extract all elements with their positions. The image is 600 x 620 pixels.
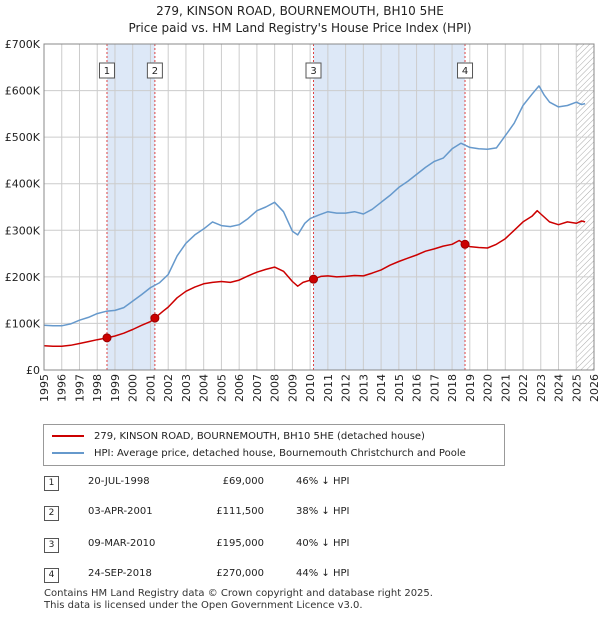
- sale-label-box: [305, 62, 322, 79]
- sale-point: [102, 333, 112, 343]
- x-tick-label: 2019: [464, 374, 477, 402]
- x-tick-label: 2007: [251, 374, 264, 402]
- x-tick-label: 2002: [162, 374, 175, 402]
- sale-point: [150, 313, 160, 323]
- price-chart: 1 2 3 4 £0 £100K £200K £300K £400K £500K £600K £70…: [5, 38, 600, 402]
- x-tick-label: 1996: [56, 374, 69, 402]
- sale-label: 3: [310, 66, 316, 77]
- x-tick-label: 2003: [180, 374, 193, 402]
- legend-item-hpi: HPI: Average price, detached house, Bour…: [52, 446, 466, 460]
- plot-border: [43, 43, 595, 371]
- footer: Contains HM Land Registry data © Crown c…: [44, 588, 433, 612]
- x-tick-label: 2016: [411, 374, 424, 402]
- x-tick-label: 2014: [375, 374, 388, 402]
- shaded-period: [313, 44, 466, 370]
- sale-price: £69,000: [222, 476, 264, 487]
- sale-label-box: [98, 62, 115, 79]
- y-tick-label: £300K: [5, 224, 41, 237]
- x-tick-label: 2009: [286, 374, 299, 402]
- sale-label-box: [457, 62, 474, 79]
- sale-marker-num: 4: [44, 568, 59, 583]
- x-tick-label: 2017: [428, 374, 441, 402]
- x-tick-label: 2000: [127, 374, 140, 402]
- y-tick-label: £0: [26, 364, 40, 377]
- x-tick-label: 2025: [570, 374, 583, 402]
- sale-date: 03-APR-2001: [88, 506, 153, 517]
- legend: 279, KINSON ROAD, BOURNEMOUTH, BH10 5HE …: [43, 424, 505, 466]
- sale-hpi-diff: 38% ↓ HPI: [296, 506, 350, 517]
- sale-marker-num: 3: [44, 538, 59, 553]
- y-tick-label: £600K: [5, 85, 41, 98]
- legend-label-property: 279, KINSON ROAD, BOURNEMOUTH, BH10 5HE …: [94, 430, 425, 442]
- sale-point: [309, 274, 318, 284]
- legend-item-property: 279, KINSON ROAD, BOURNEMOUTH, BH10 5HE …: [52, 429, 425, 443]
- sale-date: 09-MAR-2010: [88, 538, 156, 549]
- x-tick-label: 2004: [198, 374, 211, 402]
- hpi-line: [43, 85, 586, 327]
- sale-date: 20-JUL-1998: [88, 476, 150, 487]
- sale-price: £270,000: [216, 568, 264, 579]
- sale-label: 4: [462, 66, 468, 77]
- x-tick-label: 2005: [215, 374, 228, 402]
- x-tick-label: 1999: [109, 374, 122, 402]
- x-tick-label: 2023: [535, 374, 548, 402]
- y-tick-label: £200K: [5, 271, 41, 284]
- sale-price: £195,000: [216, 538, 264, 549]
- sale-price: £111,500: [216, 506, 264, 517]
- table-row: 3 09-MAR-2010 £195,000 40% ↓ HPI: [0, 538, 600, 554]
- x-tick-label: 2011: [322, 374, 335, 402]
- chart-subtitle: Price paid vs. HM Land Registry's House …: [128, 21, 472, 35]
- chart-title: 279, KINSON ROAD, BOURNEMOUTH, BH10 5HE: [156, 4, 444, 18]
- footer-copyright: Contains HM Land Registry data © Crown c…: [44, 588, 433, 599]
- y-tick-label: £700K: [5, 38, 41, 51]
- x-tick-label: 2015: [393, 374, 406, 402]
- property-price-line: [43, 209, 586, 347]
- x-tick-label: 2021: [499, 374, 512, 402]
- sale-label-box: [146, 62, 163, 79]
- y-tick-label: £100K: [5, 317, 41, 330]
- sale-hpi-diff: 46% ↓ HPI: [296, 476, 350, 487]
- x-tick-label: 2024: [553, 374, 566, 402]
- sale-marker-num: 1: [44, 476, 59, 491]
- legend-swatch-property: [52, 435, 84, 437]
- sale-marker-num: 2: [44, 506, 59, 521]
- x-tick-label: 2012: [340, 374, 353, 402]
- sale-point: [460, 239, 470, 249]
- shaded-period: [106, 44, 155, 370]
- sale-date: 24-SEP-2018: [88, 568, 152, 579]
- legend-label-hpi: HPI: Average price, detached house, Bour…: [94, 447, 466, 459]
- sale-label: 2: [152, 66, 158, 77]
- x-tick-label: 2001: [144, 374, 157, 402]
- x-tick-label: 2022: [517, 374, 530, 402]
- sale-hpi-diff: 44% ↓ HPI: [296, 568, 350, 579]
- x-tick-label: 2010: [304, 374, 317, 402]
- x-tick-label: 2006: [233, 374, 246, 402]
- x-tick-label: 1995: [38, 374, 51, 402]
- sale-hpi-diff: 40% ↓ HPI: [296, 538, 350, 549]
- x-tick-label: 1998: [91, 374, 104, 402]
- legend-swatch-hpi: [52, 452, 84, 454]
- footer-license: This data is licensed under the Open Gov…: [44, 600, 363, 611]
- x-tick-label: 2018: [446, 374, 459, 402]
- x-tick-label: 2013: [357, 374, 370, 402]
- x-tick-label: 2026: [588, 374, 600, 402]
- sale-label: 1: [104, 66, 110, 77]
- x-tick-label: 1997: [73, 374, 86, 402]
- hatched-region: [576, 44, 594, 370]
- x-tick-label: 2020: [482, 374, 495, 402]
- table-row: 4 24-SEP-2018 £270,000 44% ↓ HPI: [0, 568, 600, 584]
- table-row: 1 20-JUL-1998 £69,000 46% ↓ HPI: [0, 476, 600, 492]
- table-row: 2 03-APR-2001 £111,500 38% ↓ HPI: [0, 506, 600, 522]
- y-tick-label: £400K: [5, 178, 41, 191]
- y-tick-label: £500K: [5, 131, 41, 144]
- x-tick-label: 2008: [269, 374, 282, 402]
